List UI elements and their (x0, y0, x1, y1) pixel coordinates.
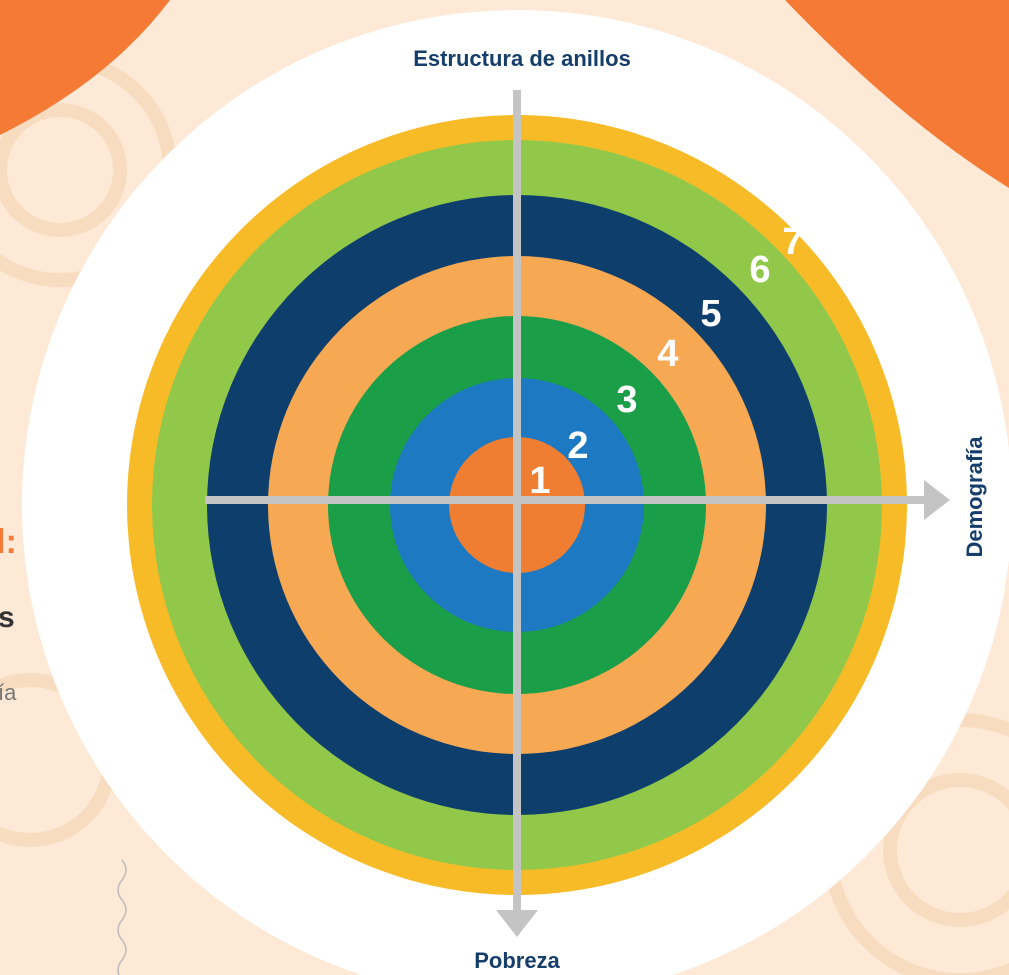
wavy-line (118, 860, 126, 975)
axis-label-right: Demografía (962, 436, 987, 558)
ring-number: 3 (616, 379, 637, 421)
title: Estructura de anillos (413, 46, 631, 71)
left-fragment: ía (0, 680, 17, 705)
ring-number: 7 (782, 221, 803, 263)
ring-number: 1 (529, 460, 550, 502)
ring-number: 4 (657, 333, 678, 375)
ring-number: 6 (749, 249, 770, 291)
ring-number: 2 (567, 425, 588, 467)
page: l: s ía Estructura de anillos Pobreza De… (0, 0, 1009, 975)
left-fragment: s (0, 601, 15, 634)
ring-number: 5 (700, 293, 721, 335)
axis-label-bottom: Pobreza (474, 948, 560, 973)
left-fragment: l: (0, 523, 17, 561)
diagram: l: s ía Estructura de anillos Pobreza De… (0, 0, 1009, 975)
